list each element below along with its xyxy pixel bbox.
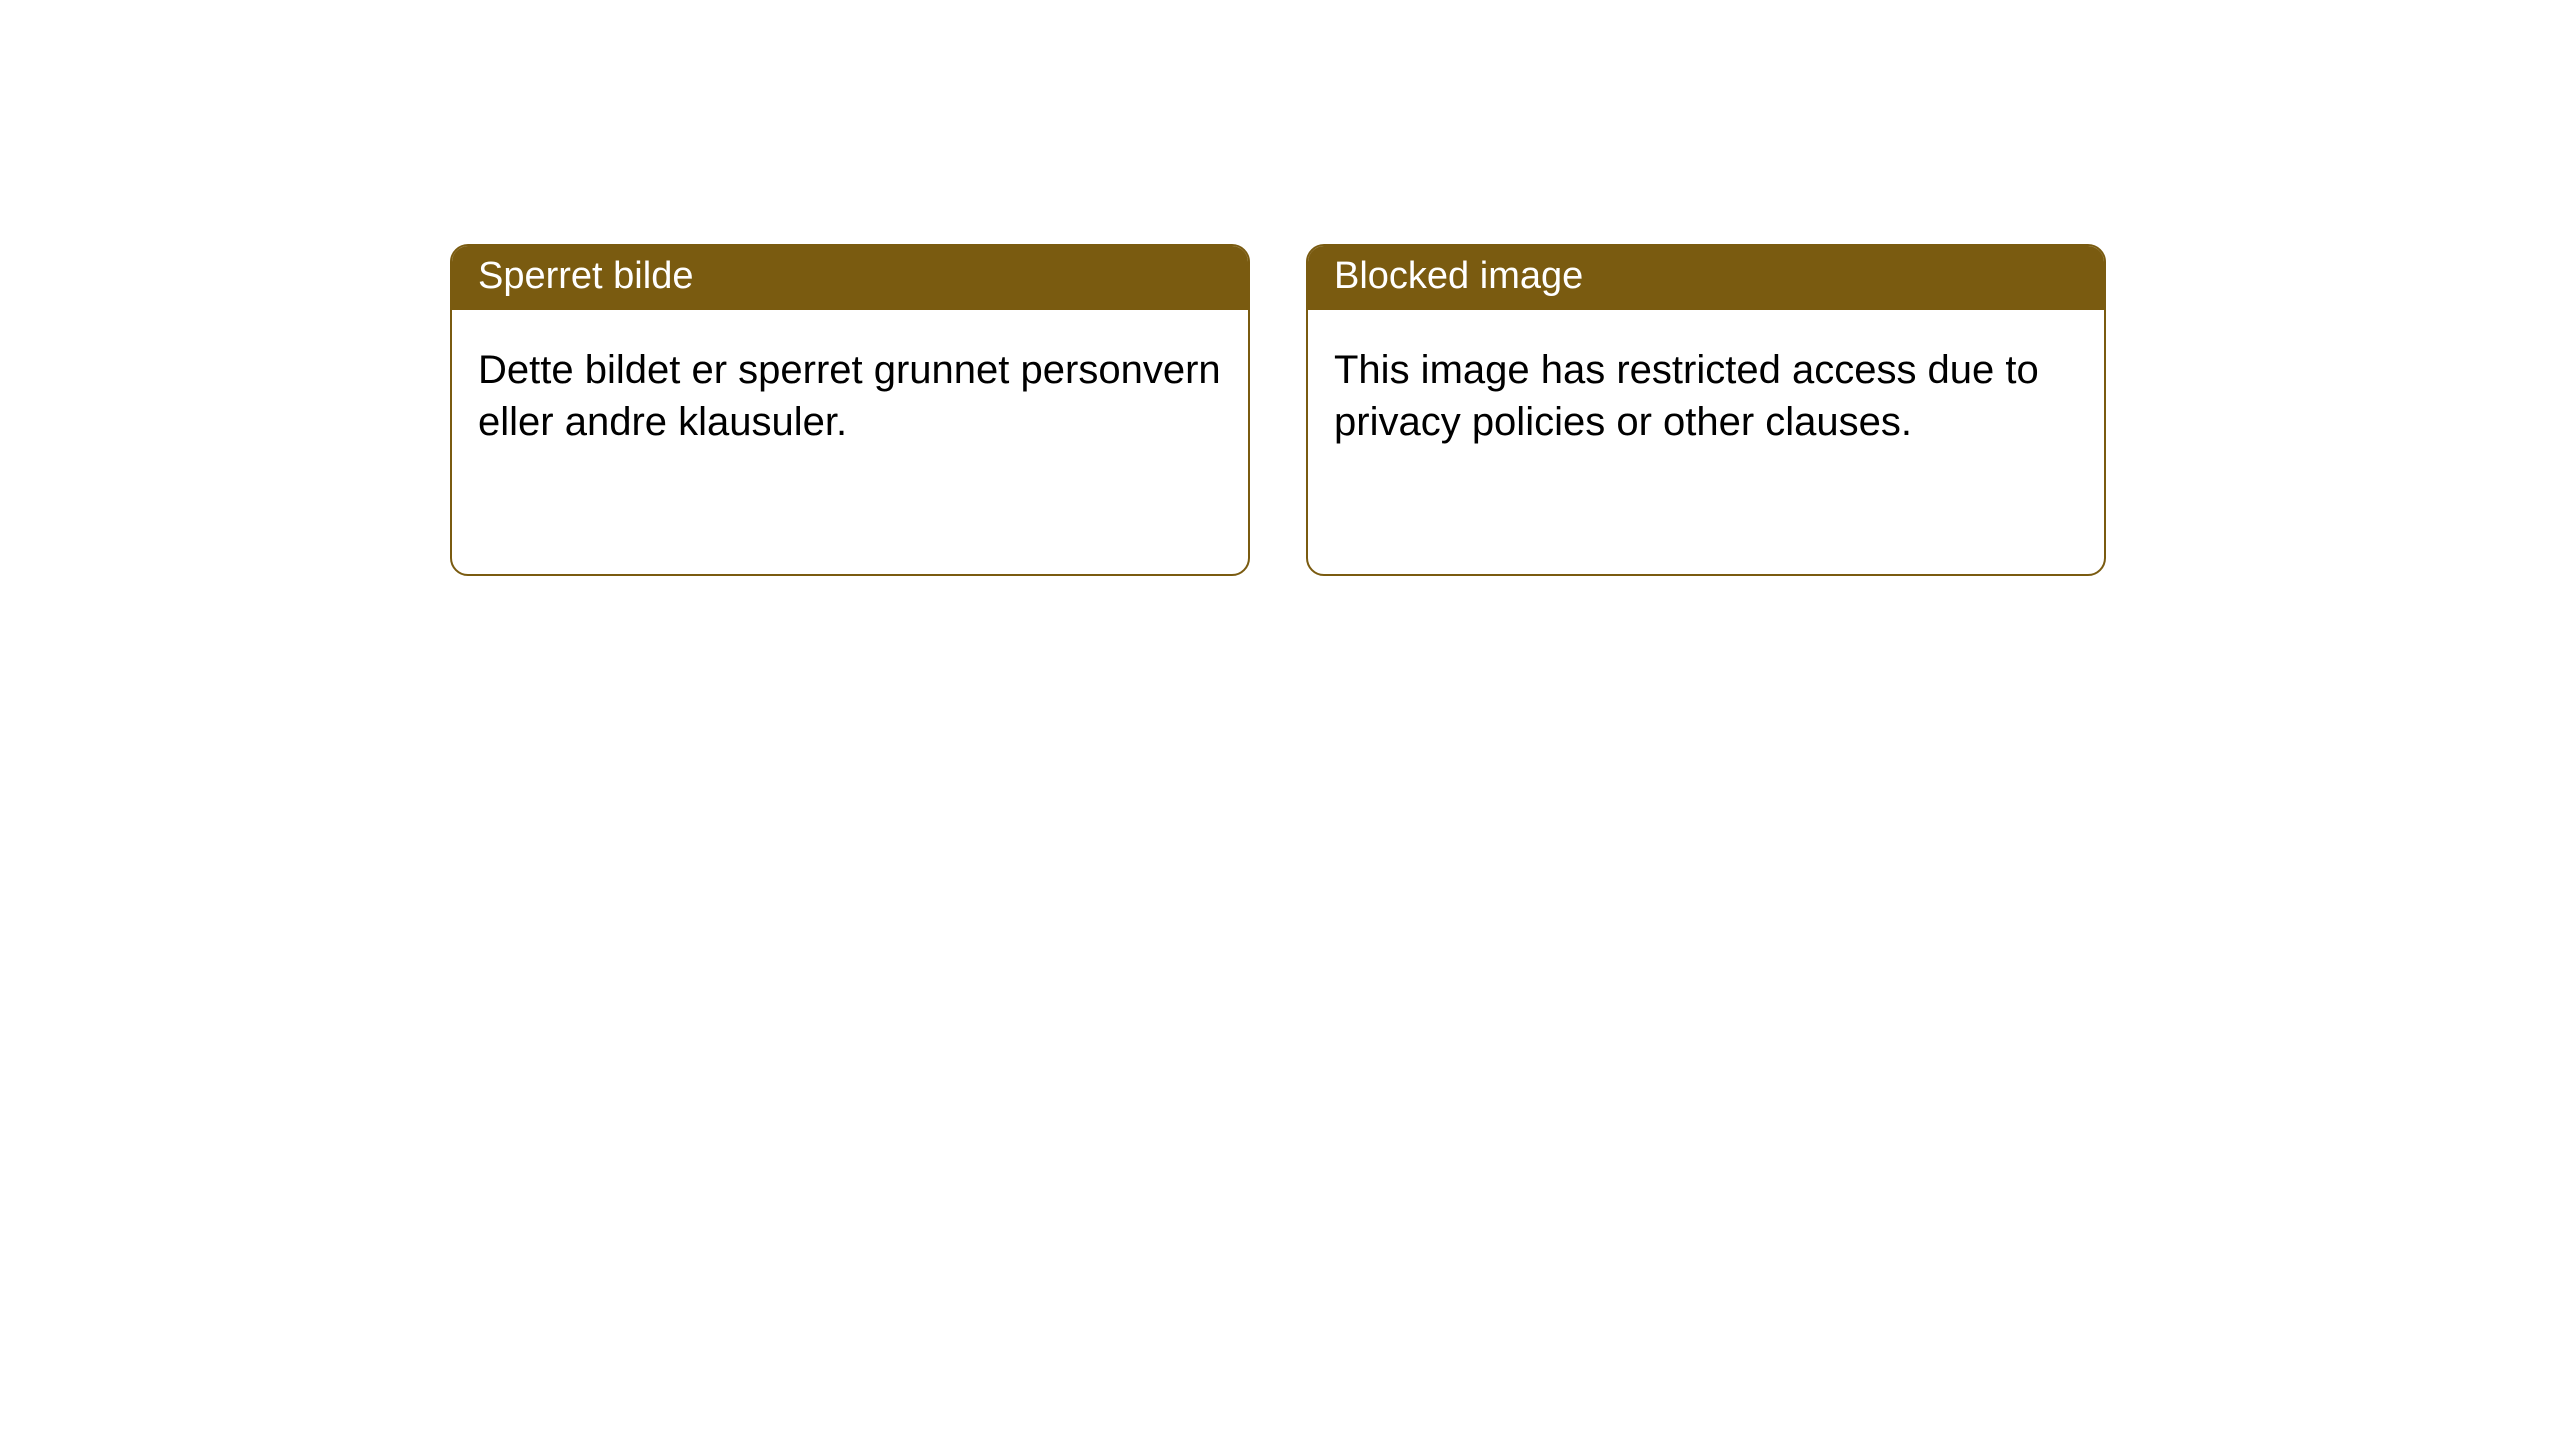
notice-title: Blocked image <box>1308 246 2104 310</box>
notice-card-english: Blocked image This image has restricted … <box>1306 244 2106 576</box>
notice-body: This image has restricted access due to … <box>1308 310 2104 482</box>
notice-card-norwegian: Sperret bilde Dette bildet er sperret gr… <box>450 244 1250 576</box>
notice-body: Dette bildet er sperret grunnet personve… <box>452 310 1248 482</box>
notice-title: Sperret bilde <box>452 246 1248 310</box>
notice-container: Sperret bilde Dette bildet er sperret gr… <box>450 244 2106 576</box>
